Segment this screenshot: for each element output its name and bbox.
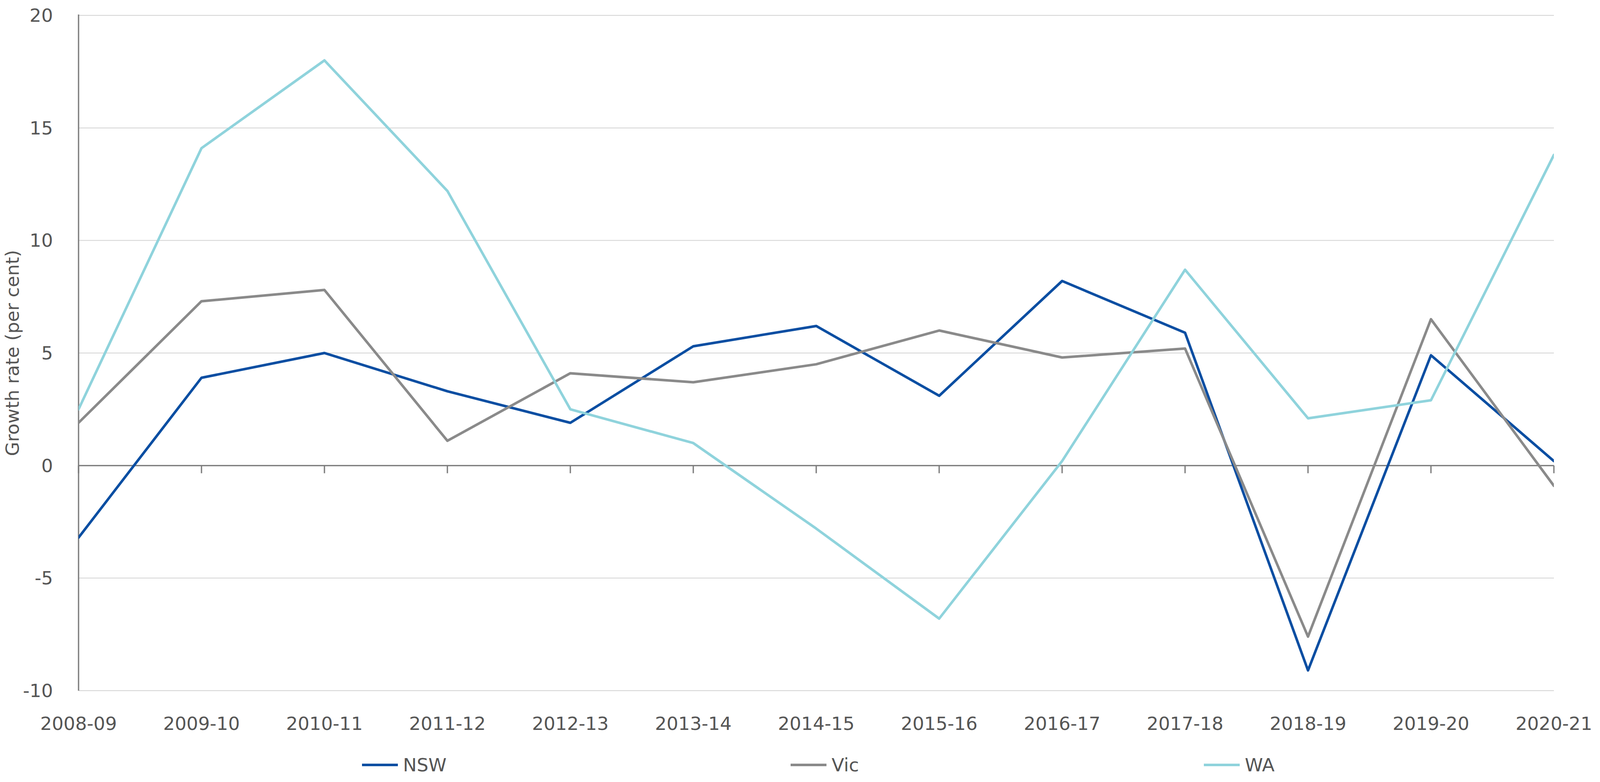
- y-tick-label: 5: [41, 342, 53, 364]
- legend-label: Vic: [831, 754, 859, 776]
- x-tick-label: 2020-21: [1515, 712, 1593, 735]
- x-tick-label: 2014-15: [777, 712, 855, 735]
- x-tick: [569, 465, 572, 474]
- x-tick: [446, 465, 449, 474]
- legend-swatch: [362, 763, 398, 767]
- series-line: [78, 60, 1554, 619]
- grid-line: [78, 239, 1554, 241]
- x-tick: [201, 465, 203, 474]
- x-tick: [78, 465, 80, 474]
- y-axis-title: Growth rate (per cent): [1, 249, 24, 456]
- y-tick-label: 20: [29, 4, 53, 27]
- y-tick-label: 15: [29, 117, 53, 139]
- y-tick-label: -5: [34, 567, 53, 589]
- x-tick: [938, 465, 941, 474]
- x-tick: [1307, 465, 1309, 474]
- x-tick-label: 2017-18: [1146, 712, 1224, 735]
- x-tick-label: 2008-09: [40, 712, 117, 735]
- grid-line: [78, 577, 1554, 579]
- legend-swatch: [1203, 763, 1240, 767]
- legend-label: WA: [1244, 754, 1275, 776]
- y-axis: [78, 14, 80, 691]
- x-tick-label: 2010-11: [286, 712, 363, 735]
- grid-line: [78, 14, 1554, 16]
- x-tick-label: 2013-14: [654, 712, 732, 735]
- x-tick: [815, 465, 818, 474]
- x-tick: [1553, 465, 1555, 474]
- x-tick-label: 2009-10: [163, 712, 240, 735]
- x-tick: [324, 465, 326, 474]
- grid-line: [78, 127, 1554, 129]
- x-tick: [692, 465, 695, 474]
- x-tick-label: 2019-20: [1392, 712, 1470, 735]
- y-tick-label: 0: [41, 455, 53, 477]
- series-line: [78, 280, 1554, 671]
- chart: -10 -5 0 5 10 15 20 2008-09 2009-10 2010-11 2011-1…: [0, 0, 1600, 782]
- x-tick: [1061, 465, 1063, 474]
- y-tick-label: 10: [29, 229, 53, 252]
- x-tick-label: 2012-13: [531, 712, 609, 735]
- x-tick: [1430, 465, 1432, 474]
- grid-line: [78, 352, 1554, 354]
- series-group: [78, 60, 1554, 671]
- x-tick-label: 2018-19: [1269, 712, 1347, 735]
- x-tick: [1184, 465, 1186, 474]
- grid-line: [78, 690, 1554, 692]
- x-tick-label: 2016-17: [1023, 712, 1101, 735]
- legend-swatch: [790, 763, 827, 767]
- series-line: [78, 289, 1554, 637]
- legend-label: NSW: [402, 754, 447, 776]
- x-tick-label: 2015-16: [900, 712, 978, 735]
- y-tick-label: -10: [23, 680, 53, 702]
- x-tick-label: 2011-12: [408, 712, 486, 735]
